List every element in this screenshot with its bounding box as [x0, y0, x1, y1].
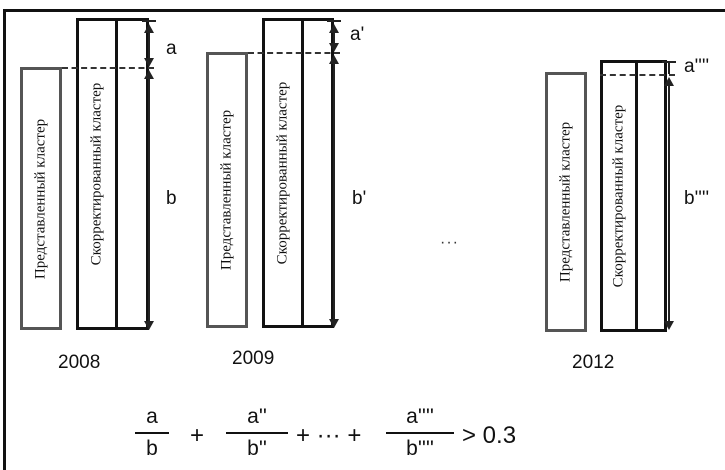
presented-cluster-label-2008: Представленный кластер — [32, 118, 49, 279]
corrected-cluster-extension-2012 — [635, 60, 667, 332]
formula-num-3: a'''' — [406, 405, 434, 428]
var-b-2009: b' — [352, 188, 367, 209]
dim-b-arrow-up-2009 — [329, 55, 339, 64]
var-a-2009: a' — [350, 24, 365, 45]
dim-a-line-2009 — [333, 30, 335, 46]
formula-den-2: b'' — [247, 437, 267, 460]
dim-tick-top-2008 — [142, 20, 156, 22]
dashed-guide-2008 — [62, 67, 154, 69]
dim-b-line-2009 — [333, 63, 335, 320]
formula-den-1: b — [146, 437, 158, 460]
dim-b-arrow-down-2009 — [329, 319, 339, 328]
presented-cluster-label-2012: Представленный кластер — [557, 121, 574, 283]
corrected-cluster-extension-2008 — [115, 18, 149, 330]
var-a-2012: a'''' — [684, 56, 710, 77]
formula-bar-3 — [386, 432, 454, 434]
corrected-cluster-bar-2008: Скорректированный кластер — [76, 18, 118, 330]
formula-fraction-3: a'''' b'''' — [386, 404, 454, 462]
dim-a-line-2012 — [668, 62, 670, 74]
dim-b-line-2012 — [668, 85, 670, 322]
corrected-cluster-extension-2009 — [301, 18, 334, 328]
formula-plus-1: + — [190, 422, 205, 449]
year-label-2012: 2012 — [572, 352, 615, 373]
dim-a-arrow-down-2008 — [144, 58, 154, 67]
formula-den-3: b'''' — [406, 437, 434, 460]
year-label-2009: 2009 — [232, 348, 275, 369]
formula-num-1: a — [146, 405, 158, 428]
formula-plus-ellipsis: + ··· + — [296, 422, 362, 449]
diagram-frame — [3, 9, 725, 470]
dim-b-arrow-up-2012 — [664, 77, 674, 86]
presented-cluster-bar-2012: Представленный кластер — [545, 72, 587, 332]
var-b-2008: b — [166, 188, 177, 209]
dim-a-line-2008 — [148, 30, 150, 60]
formula-rhs: > 0.3 — [462, 422, 517, 449]
dim-b-arrow-up-2008 — [144, 70, 154, 79]
var-b-2012: b'''' — [684, 188, 710, 209]
presented-cluster-label-2009: Представленный кластер — [218, 109, 235, 271]
corrected-cluster-label-2009: Скорректированный кластер — [274, 81, 291, 265]
year-label-2008: 2008 — [58, 352, 101, 373]
presented-cluster-bar-2009: Представленный кластер — [206, 52, 248, 328]
dim-b-line-2008 — [148, 78, 150, 322]
formula-fraction-1: a b — [135, 404, 169, 462]
dim-a-arrow-up-2009 — [329, 24, 339, 33]
dim-tick-top-2009 — [327, 20, 341, 22]
formula-bar-1 — [135, 432, 169, 434]
dashed-guide-2009 — [248, 52, 340, 54]
dashed-guide-2012 — [600, 74, 675, 76]
dim-b-arrow-down-2008 — [144, 321, 154, 330]
corrected-cluster-label-2012: Скорректированный кластер — [610, 104, 627, 288]
formula-fraction-2: a'' b'' — [226, 404, 288, 462]
corrected-cluster-bar-2009: Скорректированный кластер — [262, 18, 304, 328]
formula-num-2: a'' — [247, 405, 267, 428]
presented-cluster-bar-2008: Представленный кластер — [20, 67, 62, 330]
formula-bar-2 — [226, 432, 288, 434]
dim-a-arrow-up-2008 — [144, 24, 154, 33]
corrected-cluster-label-2008: Скорректированный кластер — [88, 82, 105, 266]
dim-a-arrow-down-2009 — [329, 43, 339, 52]
corrected-cluster-bar-2012: Скорректированный кластер — [600, 60, 638, 332]
var-a-2008: a — [166, 38, 177, 59]
dim-b-arrow-down-2012 — [664, 321, 674, 330]
ellipsis-between-groups: ··· — [440, 234, 459, 251]
